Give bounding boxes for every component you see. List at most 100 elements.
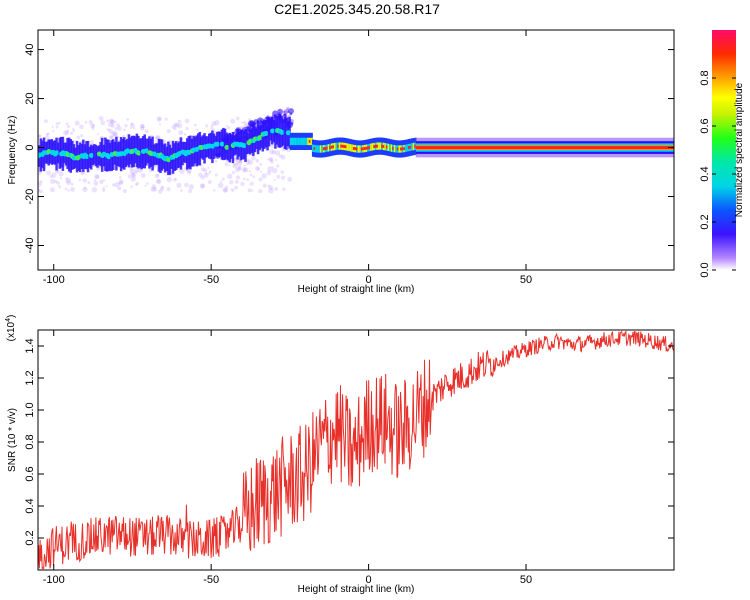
spectrogram-noise bbox=[214, 120, 220, 126]
spectrogram-noise bbox=[126, 117, 130, 121]
spectrogram-noise bbox=[106, 119, 110, 123]
spectrogram-mid-core bbox=[395, 145, 398, 153]
snr-panel: -100 -50 0 50 0.2 0.4 0.6 0.8 1.0 1.2 1.4 Height o… bbox=[5, 315, 675, 595]
spectrogram-noise bbox=[70, 182, 74, 186]
spectrogram-mid-peak bbox=[400, 147, 403, 151]
spectrogram-mid-core bbox=[300, 137, 304, 146]
spectrogram-noise bbox=[222, 187, 228, 193]
spectrogram-mid-peak bbox=[401, 147, 405, 151]
spectrogram-mid-peak bbox=[367, 146, 370, 150]
spectrogram-noise bbox=[210, 124, 214, 127]
spectrogram-noise bbox=[55, 122, 60, 126]
spectrogram-mid-core bbox=[289, 137, 293, 146]
spectrogram-rising bbox=[286, 107, 290, 111]
spectrogram-mid-peak bbox=[396, 147, 400, 151]
snr-ytick-label: 0.2 bbox=[24, 530, 36, 545]
spectrogram-mid-core bbox=[390, 144, 394, 152]
spectrogram-noise bbox=[210, 126, 214, 130]
colorbar-gradient bbox=[712, 30, 736, 270]
spectrogram-mid-peak bbox=[409, 145, 413, 149]
spectrogram-noise bbox=[235, 175, 241, 180]
colorbar-tick-label: 0.2 bbox=[699, 214, 711, 229]
spectrogram-noise bbox=[38, 134, 42, 138]
spectrogram-noise bbox=[255, 159, 260, 163]
spectrogram-noise bbox=[49, 187, 55, 193]
snr-xtick-label: -100 bbox=[43, 574, 65, 586]
spectrogram-noise bbox=[154, 140, 157, 143]
spectrogram-noise bbox=[248, 170, 252, 173]
snr-ytick-label: 0.4 bbox=[24, 498, 36, 513]
spectrogram-mid-core bbox=[387, 143, 391, 152]
spectrogram-mid-peak bbox=[354, 147, 357, 151]
spectrogram-mid-core bbox=[315, 145, 318, 153]
spectrogram-noise bbox=[200, 164, 203, 167]
snr-ylabel: SNR (10 * v/v) bbox=[7, 408, 18, 472]
spectrogram-noise bbox=[47, 132, 50, 135]
spectrogram-noise bbox=[188, 184, 194, 190]
spectrogram-mid-peak bbox=[381, 144, 384, 148]
spectrogram-noise bbox=[67, 189, 70, 192]
spectrogram-noise bbox=[89, 123, 95, 129]
spectrogram-mid-core bbox=[338, 142, 342, 150]
spectrogram-mid-core bbox=[316, 145, 320, 153]
spectrogram-noise bbox=[274, 187, 278, 191]
spectrogram-noise bbox=[199, 183, 206, 189]
spectrogram-noise bbox=[38, 189, 43, 194]
spectrogram-noise bbox=[109, 135, 113, 139]
spectrogram-noise bbox=[280, 175, 286, 180]
spectrogram-noise bbox=[91, 126, 95, 130]
figure-title: C2E1.2025.345.20.58.R17 bbox=[274, 1, 440, 17]
spectrogram-noise bbox=[83, 187, 87, 190]
spectrogram-noise bbox=[94, 174, 100, 180]
spectrogram-band bbox=[94, 144, 98, 167]
spectrogram-noise bbox=[142, 126, 145, 129]
spectrogram-noise bbox=[230, 188, 234, 191]
spectrogram-noise bbox=[267, 166, 273, 172]
spectrogram-noise bbox=[217, 182, 224, 189]
spectrogram-noise bbox=[99, 179, 104, 185]
spectrogram-band-core bbox=[54, 150, 60, 156]
spectrogram-noise bbox=[187, 170, 191, 175]
spectrogram-noise bbox=[72, 129, 76, 132]
spectrogram-mid-peak bbox=[340, 144, 343, 148]
spectrogram-mid-core bbox=[321, 145, 324, 153]
spectrogram-noise bbox=[51, 126, 54, 129]
colorbar-tick-label: 0.4 bbox=[699, 166, 711, 181]
spectrogram-noise bbox=[135, 182, 139, 186]
snr-frame bbox=[37, 329, 675, 571]
spectrogram-noise bbox=[273, 179, 276, 182]
spectrogram-noise bbox=[112, 130, 118, 136]
spectrogram-mid-core bbox=[351, 144, 354, 152]
spectrogram-noise bbox=[247, 159, 254, 165]
spectrogram-noise bbox=[232, 162, 238, 169]
spectrogram-noise bbox=[203, 172, 209, 178]
spectrogram-noise bbox=[166, 128, 171, 134]
spectrogram-noise bbox=[157, 117, 162, 121]
spectrogram-noise bbox=[39, 180, 43, 184]
spectrogram-mid-peak bbox=[332, 145, 335, 149]
spectrogram-mid-peak bbox=[403, 147, 406, 151]
spectrogram-noise bbox=[54, 169, 59, 174]
spectrogram-mid-core bbox=[371, 143, 375, 151]
spectrogram-mid-peak bbox=[330, 145, 334, 149]
spectrogram-rising bbox=[288, 108, 294, 114]
spectrogram-mid-core bbox=[357, 145, 361, 153]
spectrogram-noise bbox=[117, 126, 122, 131]
spectrogram-noise bbox=[165, 173, 168, 176]
spectrogram-noise bbox=[156, 179, 161, 184]
spectrogram-noise bbox=[221, 177, 225, 181]
spectrogram-noise bbox=[130, 185, 133, 188]
spectrogram-noise bbox=[194, 123, 197, 127]
spectrogram-band-core bbox=[263, 130, 269, 136]
spectrogram-rising bbox=[279, 110, 284, 114]
spectrogram-noise bbox=[114, 126, 118, 130]
spectrogram-noise bbox=[156, 116, 162, 122]
spectrogram-noise bbox=[63, 130, 69, 136]
spectrogram-ytick-label: 0 bbox=[24, 144, 36, 150]
spectrogram-noise bbox=[123, 128, 126, 132]
spectrogram-mid-peak bbox=[313, 146, 317, 150]
spectrogram-mid-core bbox=[311, 144, 315, 152]
spectrogram-noise bbox=[173, 177, 177, 182]
spectrogram-band-core bbox=[257, 135, 263, 141]
spectrogram-noise bbox=[234, 179, 239, 184]
